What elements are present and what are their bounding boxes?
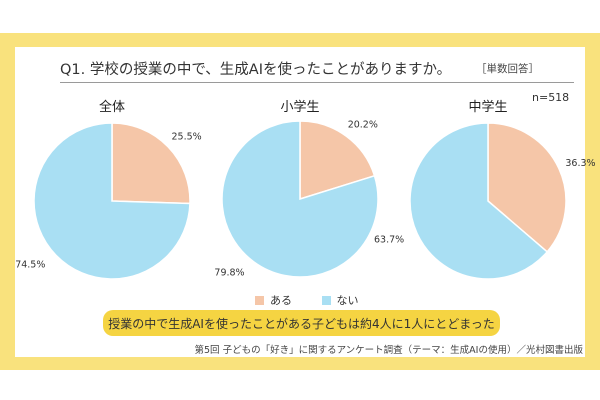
legend-item-aru: ある [255,292,292,308]
legend-swatch-aru [255,295,264,305]
answer-type-tag: ［単数回答］ [476,63,539,75]
pie-slice-1-1 [221,120,379,278]
legend: ある ない [255,292,385,308]
title-divider [60,82,574,83]
pie-slice-2-0 [487,122,567,253]
sample-size-label: n=518 [532,91,570,104]
pie-value-label-2-1: 63.7% [374,235,404,246]
pie-value-label-1-1: 79.8% [214,268,244,279]
question-title: Q1. 学校の授業の中で、生成AIを使ったことがありますか。 [60,62,452,78]
pie-value-label-2-0: 36.3% [565,158,595,169]
pie-slice-2-1 [409,122,549,280]
pie-slice-0-0 [111,122,191,205]
pie-value-label-0-1: 74.5% [15,260,45,271]
legend-label-aru: ある [270,294,292,307]
summary-banner: 授業の中で生成AIを使ったことがある子どもは約4人に1人にとどまった [103,310,500,336]
legend-label-nai: ない [336,294,359,307]
legend-item-nai: ない [321,292,359,308]
pie-value-label-0-0: 25.5% [172,132,202,143]
pie-slice-0-1 [33,122,191,280]
pie-slice-1-0 [299,120,376,201]
pie-title-1: 小学生 [280,99,319,115]
pie-title-2: 中学生 [468,99,507,115]
pie-value-label-1-0: 20.2% [348,119,378,130]
legend-swatch-nai [321,295,331,305]
source-footnote: 第5回 子どもの「好き」に関するアンケート調査（テーマ：生成AIの使用）／光村図… [194,345,584,356]
pie-title-0: 全体 [99,99,125,115]
